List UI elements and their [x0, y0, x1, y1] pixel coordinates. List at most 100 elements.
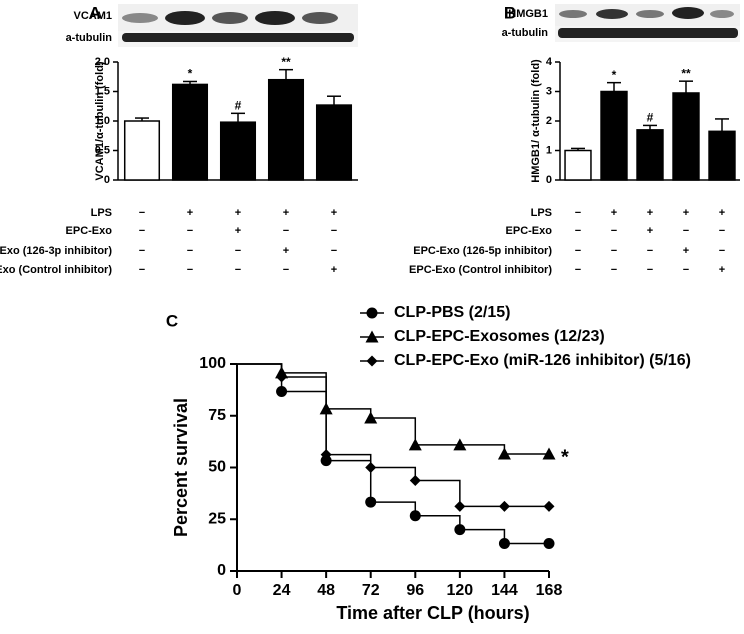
- x-tick-label: 120: [447, 582, 474, 599]
- marker: [409, 510, 421, 522]
- bar: [672, 92, 700, 181]
- treatment-sign: −: [719, 245, 725, 257]
- treatment-sign: +: [647, 207, 653, 219]
- treatment-label: EPC-Exo (Control inhibitor): [0, 264, 112, 276]
- y-tick-label: 0: [104, 174, 110, 186]
- treatment-sign: +: [719, 207, 725, 219]
- survival-line: [237, 363, 549, 508]
- legend-label: CLP-EPC-Exo (miR-126 inhibitor) (5/16): [394, 352, 691, 369]
- y-tick-label: 3: [546, 85, 552, 97]
- treatment-sign: −: [187, 245, 193, 257]
- bar: [219, 121, 257, 181]
- treatment-label: EPC-Exo (126-3p inhibitor): [0, 245, 112, 257]
- blot-a: [118, 4, 358, 47]
- panel-label: A: [89, 3, 101, 22]
- bar: [171, 83, 209, 181]
- significance-label: *: [561, 446, 569, 468]
- x-tick-label: 48: [317, 582, 335, 599]
- marker: [408, 438, 422, 451]
- y-axis-label: VCAM1/α-tubulin (fold): [94, 61, 106, 181]
- x-axis-label: Time after CLP (hours): [336, 603, 529, 623]
- treatment-sign: +: [647, 225, 653, 237]
- marker: [365, 496, 377, 508]
- treatment-label: EPC-Exo (Control inhibitor): [409, 264, 552, 276]
- treatment-sign: −: [611, 225, 617, 237]
- marker: [409, 474, 421, 486]
- marker: [453, 438, 467, 451]
- y-tick-label: 4: [546, 56, 553, 68]
- marker: [498, 500, 510, 512]
- panel-label: B: [504, 3, 516, 22]
- treatment-label: EPC-Exo: [66, 225, 113, 237]
- significance-label: *: [188, 67, 193, 81]
- x-tick-label: 96: [406, 582, 424, 599]
- marker: [497, 447, 511, 460]
- treatment-sign: −: [575, 264, 581, 276]
- treatment-sign: −: [283, 225, 289, 237]
- x-tick-label: 144: [491, 582, 518, 599]
- y-tick-label: 0: [546, 174, 552, 186]
- marker: [276, 386, 288, 398]
- x-tick-label: 168: [536, 582, 563, 599]
- marker: [365, 462, 377, 473]
- y-axis-label: HMGB1/ α-tubulin (fold): [530, 59, 542, 183]
- treatment-sign: −: [187, 264, 193, 276]
- treatment-sign: +: [331, 264, 337, 276]
- treatment-sign: −: [611, 264, 617, 276]
- treatment-sign: −: [647, 264, 653, 276]
- treatment-sign: −: [611, 245, 617, 257]
- marker: [498, 537, 510, 549]
- y-tick-label: 0.5: [95, 144, 110, 156]
- treatment-sign: −: [683, 225, 689, 237]
- blot-label: HMGB1: [508, 8, 548, 20]
- treatment-sign: −: [331, 245, 337, 257]
- blot-label: a-tubulin: [502, 27, 549, 39]
- bar: [267, 78, 305, 181]
- treatment-sign: −: [719, 225, 725, 237]
- x-tick-label: 0: [233, 582, 242, 599]
- blot-label: a-tubulin: [66, 32, 113, 44]
- treatment-sign: −: [187, 225, 193, 237]
- treatment-sign: −: [683, 264, 689, 276]
- treatment-label: LPS: [531, 207, 552, 219]
- legend-label: CLP-PBS (2/15): [394, 304, 510, 321]
- treatment-sign: −: [575, 225, 581, 237]
- panel-label: C: [166, 311, 178, 330]
- y-tick-label: 1.5: [95, 85, 110, 97]
- significance-label: **: [281, 55, 291, 69]
- treatment-sign: −: [331, 225, 337, 237]
- marker: [320, 455, 332, 467]
- treatment-sign: +: [611, 207, 617, 219]
- marker: [320, 449, 332, 461]
- treatment-sign: +: [283, 245, 289, 257]
- treatment-sign: +: [235, 207, 241, 219]
- treatment-sign: +: [283, 207, 289, 219]
- legend-label: CLP-EPC-Exosomes (12/23): [394, 328, 605, 345]
- marker: [543, 500, 555, 512]
- y-tick-label: 25: [208, 510, 226, 527]
- blot-b: [555, 4, 740, 42]
- significance-label: *: [612, 68, 617, 82]
- bar: [123, 120, 161, 181]
- treatment-sign: −: [235, 264, 241, 276]
- y-tick-label: 75: [208, 407, 226, 424]
- treatment-sign: −: [283, 264, 289, 276]
- significance-label: #: [647, 111, 654, 125]
- treatment-sign: −: [647, 245, 653, 257]
- treatment-sign: −: [139, 245, 145, 257]
- bar: [600, 90, 628, 181]
- bar: [315, 104, 353, 181]
- treatment-sign: +: [235, 225, 241, 237]
- significance-label: **: [681, 66, 691, 80]
- y-tick-label: 2: [546, 115, 552, 127]
- bar: [636, 129, 664, 181]
- treatment-label: EPC-Exo: [506, 225, 553, 237]
- y-tick-label: 2.0: [95, 56, 110, 68]
- marker: [364, 411, 378, 424]
- significance-label: #: [235, 99, 242, 113]
- y-tick-label: 50: [208, 459, 226, 476]
- treatment-sign: +: [683, 245, 689, 257]
- y-tick-label: 0: [217, 562, 226, 579]
- blot-label: VCAM1: [73, 10, 112, 22]
